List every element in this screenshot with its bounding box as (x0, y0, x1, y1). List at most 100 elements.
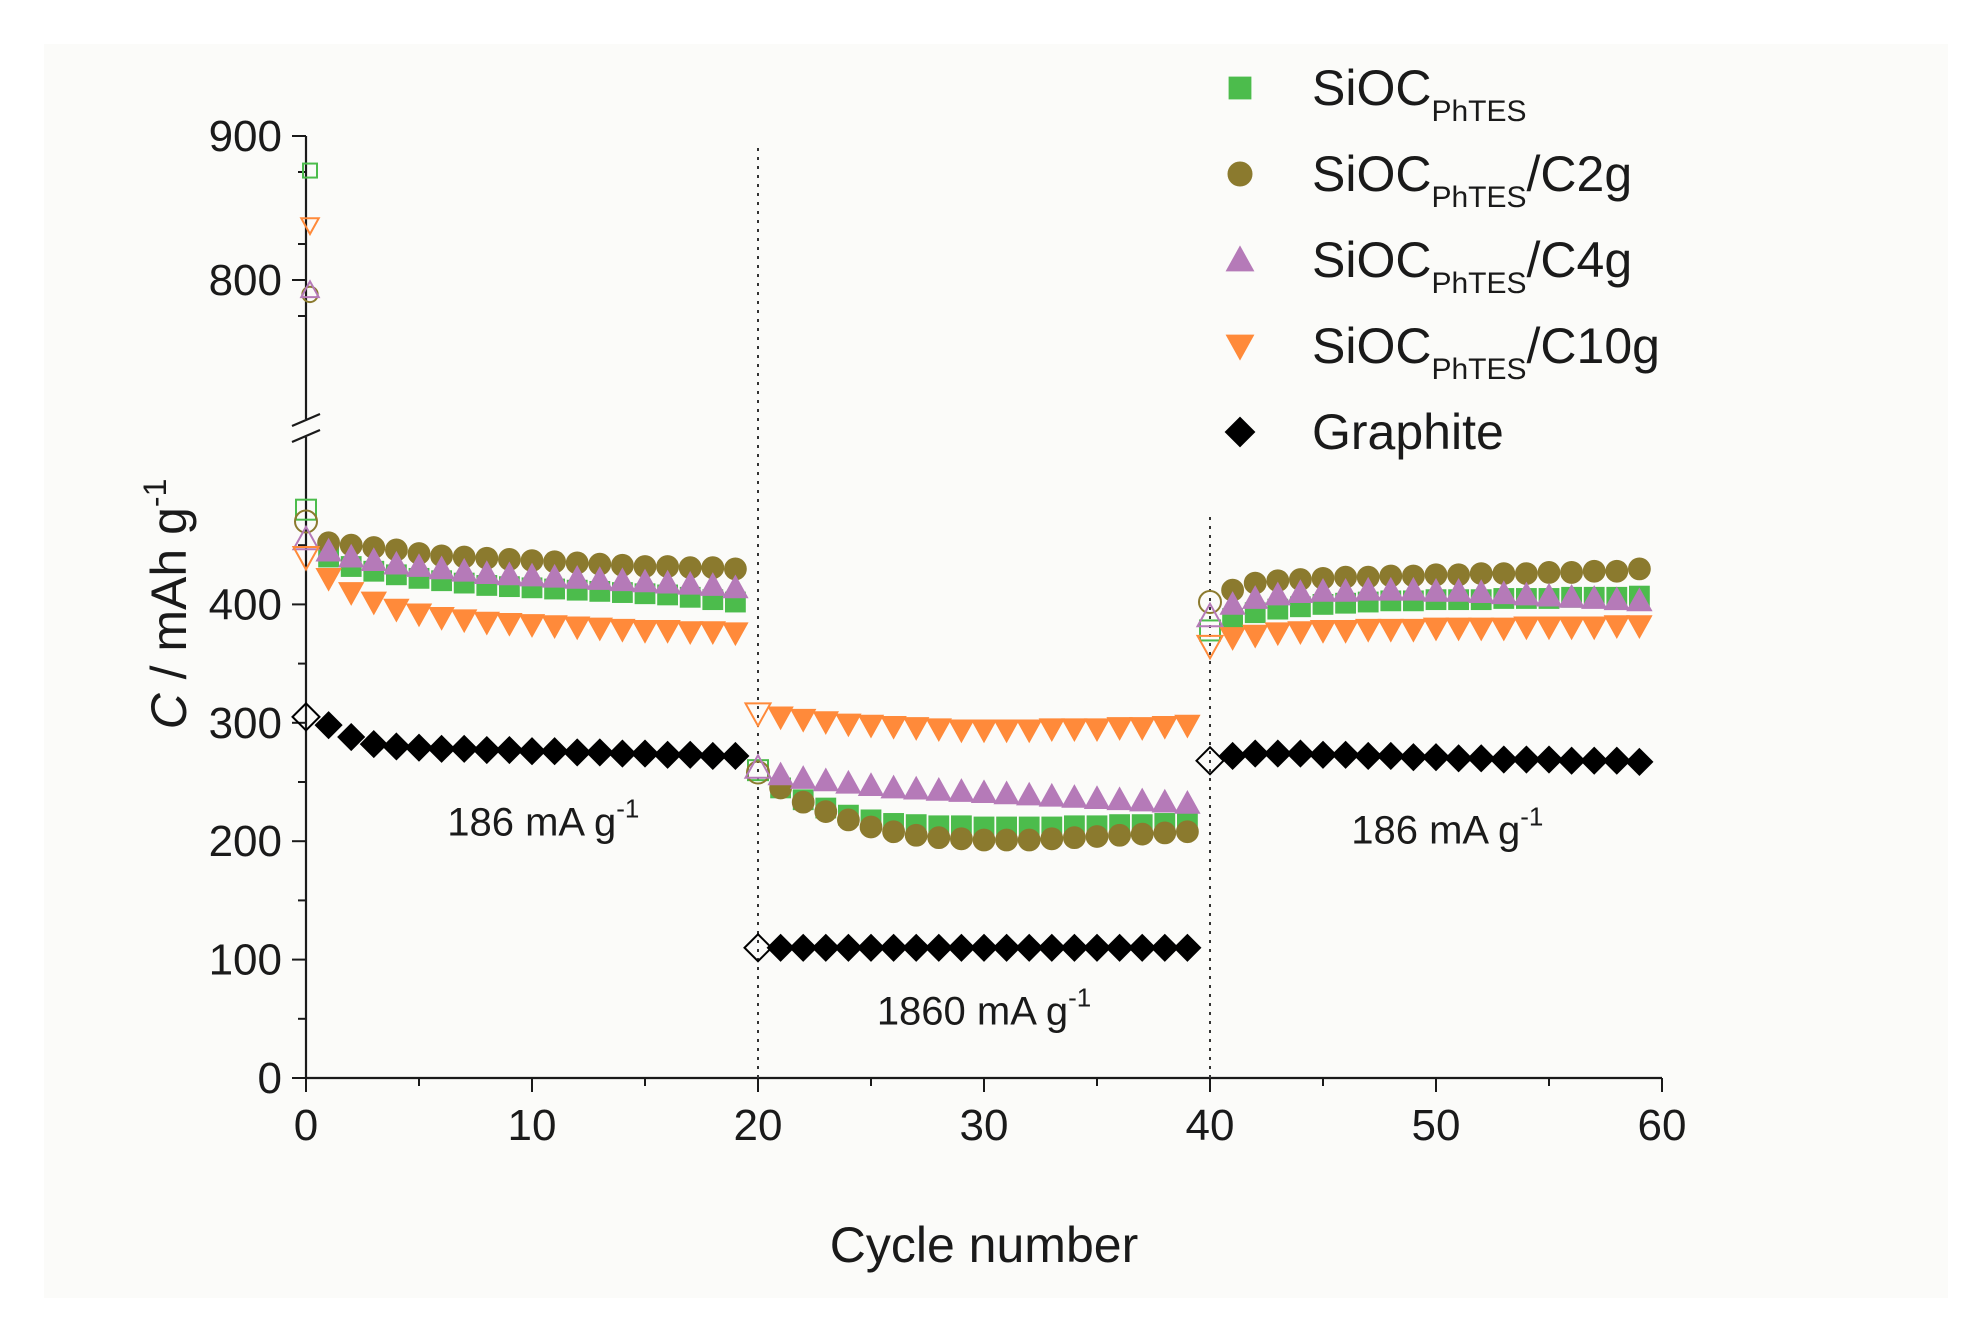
data-point-siocphtes-c10g (1377, 618, 1404, 643)
legend-marker-siocphtes-c2g (1227, 161, 1253, 187)
data-point-siocphtes-c4g (1061, 784, 1088, 808)
data-point-siocphtes-c10g (1355, 618, 1382, 643)
first-cycle-point-siocphtes (302, 162, 318, 179)
y-axis-label: C / mAh g-1 (137, 479, 197, 730)
data-point-siocphtes-c10g (291, 546, 321, 572)
legend-marker-siocphtes-c4g (1225, 245, 1255, 272)
data-point-siocphtes-c10g (1038, 718, 1065, 743)
legend-marker-siocphtes-c10g (1225, 334, 1255, 361)
rate-annotations: 186 mA g-1 1860 mA g-1 186 mA g-1 (447, 793, 1543, 1033)
data-point-siocphtes-c4g (767, 761, 794, 786)
data-point-siocphtes-c10g (541, 615, 568, 640)
data-point-siocphtes-c4g (1626, 587, 1653, 612)
data-point-siocphtes-c4g (1309, 578, 1337, 602)
data-point-siocphtes-c10g (473, 611, 500, 636)
data-point-graphite (721, 741, 750, 771)
legend-marker-graphite (1224, 416, 1256, 448)
data-point-siocphtes-c10g (993, 719, 1020, 744)
data-point-siocphtes-c10g (699, 621, 726, 645)
data-point-siocphtes-c2g (927, 826, 951, 850)
data-point-graphite (404, 733, 434, 762)
data-point-siocphtes-c4g (1468, 579, 1495, 603)
data-point-siocphtes-c10g (1422, 617, 1450, 642)
data-point-graphite (1602, 746, 1631, 775)
data-point-siocphtes (295, 498, 317, 521)
data-point-siocphtes-c4g (1377, 576, 1404, 601)
data-point-siocphtes-c10g (1264, 622, 1291, 647)
data-point-graphite (1082, 933, 1112, 962)
data-point-siocphtes-c10g (1332, 620, 1359, 644)
data-point-siocphtes-c10g (564, 616, 591, 641)
data-point-graphite (969, 933, 999, 962)
x-axis-label: Cycle number (830, 1217, 1138, 1273)
data-point-siocphtes-c4g (1129, 787, 1156, 812)
data-point-siocphtes-c10g (1287, 621, 1314, 645)
data-point-graphite (1376, 741, 1405, 771)
data-point-siocphtes-c10g (1309, 620, 1337, 644)
data-point-siocphtes-c10g (812, 711, 839, 735)
data-point-graphite (992, 933, 1021, 962)
x-tick-label: 10 (508, 1101, 557, 1150)
data-point-graphite (359, 730, 388, 759)
data-point-siocphtes-c2g (1560, 561, 1583, 584)
data-point-graphite (789, 933, 818, 962)
axis-break-mark (291, 428, 321, 444)
data-point-siocphtes-c2g (1153, 821, 1177, 845)
axes: 0 10 20 30 40 50 60 0 100 200 300 400 800 900 Cycle nu… (137, 112, 1686, 1273)
legend-item-siocphtes-c10g: SiOCPhTES/C10g (1225, 318, 1660, 386)
data-point-siocphtes-c4g (315, 537, 342, 562)
data-point-siocphtes-c2g (972, 828, 996, 852)
series-graphite (291, 701, 1654, 963)
data-point-siocphtes-c10g (1083, 718, 1111, 743)
data-point-siocphtes-c4g (880, 774, 907, 799)
x-tick-label: 0 (294, 1101, 318, 1150)
y-tick-label: 400 (209, 580, 282, 629)
data-point-siocphtes-c10g (1535, 616, 1563, 641)
data-point-siocphtes-c4g (1287, 579, 1314, 603)
data-point-siocphtes-c10g (1174, 714, 1201, 739)
data-point-siocphtes-c4g (1264, 581, 1291, 606)
data-point-graphite (1241, 739, 1270, 768)
data-point-graphite (427, 734, 456, 763)
data-point-siocphtes-c4g (518, 562, 546, 587)
data-point-siocphtes-c10g (835, 713, 862, 738)
data-point-siocphtes-c10g (631, 620, 659, 644)
data-point-siocphtes-c10g (767, 706, 794, 731)
y-tick-label: 200 (209, 817, 282, 866)
data-point-siocphtes-c4g (428, 555, 455, 580)
data-point-siocphtes-c10g (338, 582, 365, 606)
legend-label-siocphtes-c2g: SiOCPhTES/C2g (1312, 146, 1632, 214)
data-point-siocphtes-c4g (473, 560, 500, 585)
data-point-siocphtes-c2g (859, 815, 883, 839)
y-tick-label: 800 (209, 256, 282, 305)
data-point-graphite (1467, 744, 1496, 773)
data-point-siocphtes-c4g (1016, 781, 1043, 806)
series-siocphtes-c10g (291, 217, 1653, 744)
data-point-siocphtes-c4g (903, 775, 930, 800)
y-tick-label: 300 (209, 699, 282, 748)
series-siocphtes (295, 162, 1650, 838)
data-point-siocphtes-c10g (925, 718, 952, 743)
data-point-graphite (291, 701, 321, 732)
data-point-siocphtes-c4g (1581, 585, 1608, 609)
y-tick-label: 100 (209, 936, 282, 985)
data-point-siocphtes-c4g (743, 753, 773, 779)
rate-marker-lines (757, 142, 1211, 1078)
legend-item-siocphtes-c2g: SiOCPhTES/C2g (1227, 146, 1632, 214)
data-point-siocphtes-c2g (1130, 822, 1154, 846)
data-point-siocphtes-c10g (970, 719, 998, 744)
data-point-siocphtes-c4g (1400, 576, 1427, 601)
axis-break-mark (291, 412, 321, 428)
data-point-siocphtes-c4g (1151, 788, 1178, 813)
data-point-graphite (811, 933, 840, 962)
data-point-graphite (1105, 933, 1134, 962)
data-point-siocphtes-c4g (812, 767, 839, 792)
data-point-siocphtes-c10g (451, 609, 478, 634)
data-point-siocphtes-c10g (677, 621, 704, 645)
data-point-graphite (382, 732, 411, 761)
data-point-siocphtes-c4g (722, 574, 749, 599)
data-point-graphite (1421, 743, 1451, 772)
data-point-graphite (902, 933, 931, 962)
data-point-siocphtes-c2g (1085, 825, 1109, 848)
